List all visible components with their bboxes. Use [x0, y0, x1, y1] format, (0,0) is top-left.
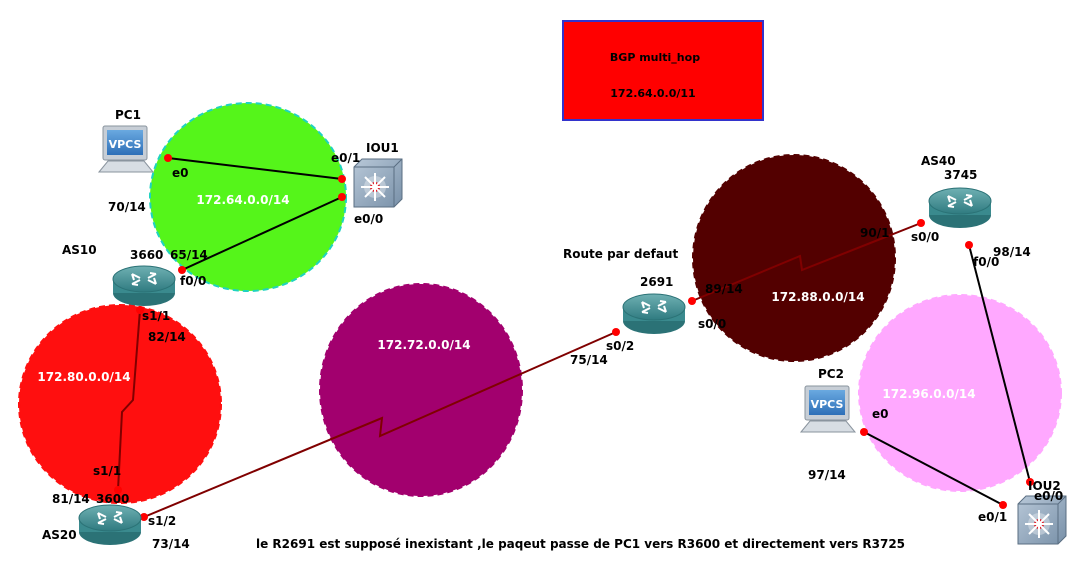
network-label-172-80: 172.80.0.0/14 [37, 370, 130, 384]
keyboard-icon [99, 161, 153, 172]
router-3600-addr: 81/14 [52, 492, 90, 506]
network-areas [19, 103, 1061, 503]
endpoint-pc2-e0 [860, 428, 868, 436]
pc1-name: PC1 [115, 108, 141, 122]
router-2691-model: 2691 [640, 275, 673, 289]
iou2-e00-label: e0/0 [1034, 489, 1063, 503]
iou2-e01-label: e0/1 [978, 510, 1007, 524]
router-3660-model: 3660 [130, 248, 163, 262]
network-area-172-72 [320, 284, 522, 496]
router-2691-s00-label: s0/0 [698, 317, 726, 331]
router-3600-model: 3600 [96, 492, 129, 506]
router-icon [113, 266, 175, 292]
router-2691-addr: 89/14 [705, 282, 743, 296]
pc1-e0-label: e0 [172, 166, 189, 180]
iou1-name: IOU1 [366, 141, 399, 155]
pc2-name: PC2 [818, 367, 844, 381]
endpoint-2691-s02 [612, 328, 620, 336]
router-2691-node[interactable] [623, 294, 685, 334]
iou1-e00-label: e0/0 [354, 212, 383, 226]
router-icon [79, 505, 141, 531]
endpoint-iou1-e01 [338, 175, 346, 183]
info-box-network: 172.64.0.0/11 [610, 87, 695, 100]
router-icon [623, 294, 685, 320]
router-2691-s02-label: s0/2 [606, 339, 634, 353]
router-3745-addr: 90/1 [860, 226, 889, 240]
endpoint-pc1-e0 [164, 154, 172, 162]
pc2-e0-label: e0 [872, 407, 889, 421]
iou2-node[interactable] [1018, 496, 1066, 544]
endpoint-2691-s00 [688, 297, 696, 305]
endpoint-3745-s00 [917, 219, 925, 227]
network-label-172-72: 172.72.0.0/14 [377, 338, 470, 352]
router-3660-node[interactable] [113, 266, 175, 306]
router-3600-s12-addr: 73/14 [152, 537, 190, 551]
router-3745-f00-addr: 98/14 [993, 245, 1031, 259]
iou1-e01-label: e0/1 [331, 151, 360, 165]
info-box-background [563, 21, 763, 120]
pc2-addr: 97/14 [808, 468, 846, 482]
vpcs-badge: VPCS [109, 138, 142, 151]
network-label-172-96: 172.96.0.0/14 [882, 387, 975, 401]
router-3745-s00-label: s0/0 [911, 230, 939, 244]
router-3745-model: 3745 [944, 168, 977, 182]
network-label-172-64: 172.64.0.0/14 [196, 193, 289, 207]
endpoint-iou2-e01 [999, 501, 1007, 509]
switch-arrows-icon [361, 173, 389, 201]
endpoint-iou1-e00 [338, 193, 346, 201]
router-3600-s12-label: s1/2 [148, 514, 176, 528]
keyboard-icon [801, 421, 855, 432]
vpcs-badge: VPCS [811, 398, 844, 411]
router-3745-as: AS40 [921, 154, 956, 168]
router-3660-as: AS10 [62, 243, 97, 257]
router-3600-s11-label: s1/1 [93, 464, 121, 478]
iou1-node[interactable] [354, 159, 402, 207]
router-3660-s11-label: s1/1 [142, 309, 170, 323]
router-3660-s11-addr: 82/14 [148, 330, 186, 344]
pc1-addr: 70/14 [108, 200, 146, 214]
router-3660-addr: 65/14 [170, 248, 208, 262]
router-3745-node[interactable] [929, 188, 991, 228]
endpoint-3660-f00 [178, 266, 186, 274]
footer-note: le R2691 est supposé inexistant ,le paqe… [256, 537, 905, 551]
router-3600-as: AS20 [42, 528, 77, 542]
pc1-node[interactable]: VPCS [99, 126, 153, 172]
router-3600-node[interactable] [79, 505, 141, 545]
router-icon [929, 188, 991, 214]
info-box-title: BGP multi_hop [610, 51, 700, 64]
endpoint-3745-f00 [965, 241, 973, 249]
router-2691-note: Route par defaut [563, 247, 678, 261]
pc2-node[interactable]: VPCS [801, 386, 855, 432]
router-3660-f00-label: f0/0 [180, 274, 206, 288]
network-label-172-88: 172.88.0.0/14 [771, 290, 864, 304]
router-2691-s02-addr: 75/14 [570, 353, 608, 367]
switch-arrows-icon [1025, 510, 1053, 538]
info-box: BGP multi_hop 172.64.0.0/11 [563, 21, 763, 120]
